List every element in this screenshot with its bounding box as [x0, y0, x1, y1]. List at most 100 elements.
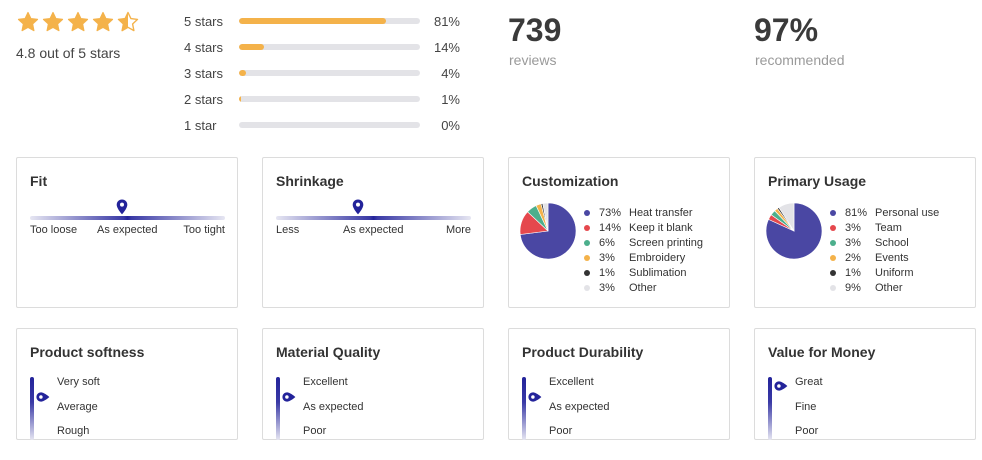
legend-dot-icon	[584, 284, 590, 291]
legend-item: 3% Embroidery	[584, 250, 703, 265]
legend-item: 73% Heat transfer	[584, 205, 703, 220]
legend-label: Other	[629, 281, 657, 294]
material-scale-track	[276, 377, 280, 440]
legend-label: Embroidery	[629, 251, 686, 264]
legend-percent: 9%	[845, 281, 861, 294]
primary-usage-card: Primary Usage 81% Personal use 3% Team 3% S…	[754, 157, 976, 308]
scale-label-bottom: Rough	[57, 425, 90, 437]
legend-label: Screen printing	[629, 236, 703, 249]
scale-label-mid: As expected	[549, 400, 610, 413]
distribution-bar-fill	[239, 18, 386, 24]
pie-slice	[778, 202, 795, 233]
legend-label: Personal use	[875, 206, 940, 219]
scale-label-bottom: Poor	[303, 425, 327, 437]
location-pin-icon	[528, 392, 542, 402]
customization-legend: 73% Heat transfer 14% Keep it blank 6% Scre…	[584, 205, 703, 295]
scale-label-top: Great	[795, 376, 823, 388]
legend-label: Other	[875, 281, 903, 294]
legend-label: Sublimation	[629, 266, 687, 279]
legend-dot-icon	[830, 239, 836, 246]
primary-usage-legend: 81% Personal use 3% Team 3% School 2% Events…	[830, 205, 939, 295]
card-title: Value for Money	[768, 344, 876, 360]
primary-usage-pie-chart	[765, 202, 823, 260]
distribution-percent: 0%	[441, 117, 460, 133]
distribution-bar	[239, 122, 420, 128]
reviews-label: reviews	[509, 52, 557, 68]
legend-dot-icon	[584, 209, 590, 216]
scale-label-bottom: Poor	[795, 425, 819, 437]
legend-label: School	[875, 236, 909, 249]
legend-label: Team	[875, 221, 902, 234]
scale-label-top: Very soft	[57, 376, 100, 388]
distribution-bar-fill	[239, 96, 241, 102]
location-pin-icon	[352, 199, 364, 215]
reviews-count: 739	[508, 12, 562, 48]
distribution-label: 4 stars	[184, 39, 224, 55]
legend-item: 14% Keep it blank	[584, 220, 703, 235]
value-scale-labels: Great Fine Poor	[795, 376, 823, 450]
distribution-bar-fill	[239, 44, 265, 50]
rating-distribution: 5 stars 81% 4 stars 14% 3 stars 4% 2 sta…	[184, 8, 474, 138]
distribution-bar-fill	[239, 70, 247, 76]
card-title: Fit	[30, 173, 48, 189]
legend-dot-icon	[830, 284, 836, 291]
scale-label-bottom: Poor	[549, 425, 573, 437]
legend-percent: 1%	[845, 266, 861, 279]
pie-slice	[542, 202, 549, 232]
durability-scale-track	[522, 377, 526, 440]
customization-card: Customization 73% Heat transfer 14% Keep i…	[508, 157, 730, 308]
scale-label-mid: As expected	[97, 224, 158, 236]
card-title: Shrinkage	[276, 173, 344, 189]
legend-label: Heat transfer	[629, 206, 693, 219]
fit-scale-track	[30, 216, 225, 220]
distribution-percent: 81%	[433, 13, 460, 29]
legend-percent: 81%	[845, 206, 868, 219]
star-rating	[16, 10, 140, 34]
legend-percent: 3%	[845, 236, 861, 249]
legend-dot-icon	[830, 254, 836, 261]
scale-label-mid: As expected	[303, 400, 364, 413]
legend-label: Uniform	[875, 266, 914, 279]
card-title: Product Durability	[522, 344, 644, 360]
distribution-label: 1 star	[184, 117, 217, 133]
location-pin-icon	[282, 392, 296, 402]
distribution-bar	[239, 44, 420, 50]
material-scale-labels: Excellent As expected Poor	[303, 376, 364, 450]
legend-percent: 14%	[599, 221, 622, 234]
legend-label: Events	[875, 251, 909, 264]
legend-percent: 3%	[599, 251, 615, 264]
legend-item: 9% Other	[830, 280, 939, 295]
distribution-label: 2 stars	[184, 91, 224, 107]
distribution-row[interactable]: 3 stars 4%	[184, 60, 474, 86]
recommended-label: recommended	[755, 52, 845, 68]
location-pin-icon	[116, 199, 127, 215]
distribution-row[interactable]: 5 stars 81%	[184, 8, 474, 34]
distribution-bar	[239, 18, 420, 24]
softness-scale-track	[30, 377, 34, 440]
legend-label: Keep it blank	[629, 221, 693, 234]
legend-item: 6% Screen printing	[584, 235, 703, 250]
distribution-row[interactable]: 4 stars 14%	[184, 34, 474, 60]
legend-item: 3% Team	[830, 220, 939, 235]
legend-percent: 73%	[599, 206, 622, 219]
legend-item: 1% Sublimation	[584, 265, 703, 280]
recommended-percent: 97%	[754, 12, 819, 48]
location-pin-icon	[774, 381, 788, 391]
distribution-percent: 14%	[433, 39, 460, 55]
distribution-row[interactable]: 1 star 0%	[184, 112, 474, 138]
legend-percent: 3%	[599, 281, 615, 294]
distribution-row[interactable]: 2 stars 1%	[184, 86, 474, 112]
scale-label-right: Too tight	[183, 224, 225, 236]
shrinkage-card: Shrinkage Less As expected More	[262, 157, 484, 308]
scale-label-top: Excellent	[549, 376, 594, 388]
star-half-icon	[116, 10, 140, 34]
scale-label-right: More	[445, 224, 471, 236]
legend-item: 3% Other	[584, 280, 703, 295]
legend-item: 2% Events	[830, 250, 939, 265]
scale-label-mid: Fine	[795, 400, 817, 413]
material-quality-card: Material Quality Excellent As expected P…	[262, 328, 484, 440]
card-title: Primary Usage	[768, 173, 867, 189]
distribution-percent: 1%	[441, 91, 460, 107]
scale-label-mid: As expected	[343, 224, 404, 236]
fit-card: Fit Too loose As expected Too tight	[16, 157, 238, 308]
